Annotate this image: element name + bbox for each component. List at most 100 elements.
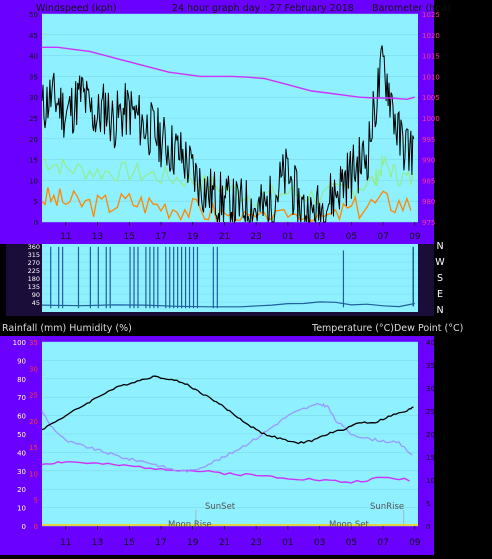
- temperature-tick: 25: [426, 408, 435, 416]
- x-tick-label: 23: [250, 538, 261, 548]
- barometer-tick: 980: [422, 198, 435, 206]
- barometer-tick: 990: [422, 157, 435, 165]
- x-tick-label: 11: [60, 538, 71, 548]
- direction-tick: 270: [28, 259, 40, 267]
- sunset-label: SunSet: [205, 502, 236, 512]
- rain-humidity-label: Rainfall (mm) Humidity (%): [2, 323, 132, 334]
- compass-label: S: [437, 273, 443, 284]
- temperature-tick: 40: [426, 339, 435, 347]
- x-tick-label: 07: [377, 232, 388, 242]
- compass-label: W: [435, 257, 445, 268]
- temperature-tick: 15: [426, 454, 435, 462]
- x-tick-label: 05: [346, 232, 357, 242]
- humidity-tick: 90: [17, 357, 26, 365]
- barometer-tick: 975: [422, 219, 435, 227]
- direction-tick: 225: [28, 267, 40, 275]
- compass-label: E: [437, 289, 443, 300]
- temperature-tick: 5: [426, 500, 430, 508]
- x-tick-label: 09: [409, 538, 421, 548]
- windspeed-tick: 10: [29, 177, 38, 185]
- barometer-tick: 985: [422, 177, 435, 185]
- x-tick-label: 07: [377, 538, 388, 548]
- rainfall-tick: 10: [29, 470, 38, 478]
- wind-series: [41, 45, 415, 224]
- x-tick-label: 19: [187, 232, 199, 242]
- x-tick-label: 11: [60, 232, 71, 242]
- min-wind-line: [41, 187, 412, 224]
- rainfall-tick: 20: [29, 418, 38, 426]
- gust-line: [41, 155, 414, 208]
- direction-tick: 180: [28, 275, 40, 283]
- barometer-label: Barometer (hpa): [372, 3, 451, 14]
- humidity-tick: 30: [17, 468, 26, 476]
- windspeed-tick: 15: [29, 157, 38, 165]
- windspeed-tick: 25: [29, 115, 38, 123]
- windspeed-tick: 50: [29, 11, 38, 19]
- windspeed-tick: 20: [29, 136, 38, 144]
- humidity-axis: 0 10 20 30 40 50 60 70 80 90 100: [13, 339, 26, 531]
- rainfall-tick: 5: [34, 497, 38, 505]
- x-tick-label: 17: [155, 232, 166, 242]
- windspeed-tick: 0: [34, 219, 38, 227]
- x-tick-label: 03: [314, 232, 325, 242]
- humidity-tick: 60: [17, 413, 26, 421]
- temp-dew-label: Temperature (°C)Dew Point (°C): [311, 323, 463, 334]
- barometer-tick: 1025: [422, 11, 440, 19]
- x-tick-label: 03: [314, 538, 325, 548]
- x-tick-label: 13: [92, 538, 103, 548]
- temperature-tick: 30: [426, 385, 435, 393]
- humidity-tick: 40: [17, 449, 26, 457]
- windspeed-tick: 5: [34, 198, 38, 206]
- barometer-tick: 1000: [422, 115, 440, 123]
- barometer-axis: 975 980 985 990 995 1000 1005 1010 1015 1020 1025: [422, 11, 440, 227]
- humidity-tick: 10: [17, 505, 26, 513]
- x-tick-label: 19: [187, 538, 199, 548]
- temp-time-axis: 11 13 15 17 19 21 23 01 03 05 07 09: [60, 526, 421, 548]
- direction-tick: 45: [32, 299, 40, 307]
- x-tick-label: 23: [250, 232, 261, 242]
- compass-label: N: [436, 305, 443, 316]
- rainfall-tick: 25: [29, 392, 38, 400]
- direction-tick: 90: [32, 291, 40, 299]
- humidity-tick: 0: [22, 523, 26, 531]
- barometer-tick: 1005: [422, 94, 440, 102]
- windspeed-tick: 45: [29, 32, 38, 40]
- temperature-tick: 35: [426, 362, 435, 370]
- barometer-tick: 1020: [422, 32, 440, 40]
- barometer-line: [42, 46, 415, 101]
- barometer-tick: 1015: [422, 53, 440, 61]
- barometer-tick: 995: [422, 136, 435, 144]
- humidity-tick: 20: [17, 486, 26, 494]
- barometer-tick: 1010: [422, 73, 440, 81]
- rainfall-tick: 30: [29, 365, 38, 373]
- x-tick-label: 01: [282, 232, 293, 242]
- windspeed-tick: 30: [29, 94, 38, 102]
- direction-tick: 135: [28, 283, 40, 291]
- astro-markers: [42, 510, 418, 526]
- temperature-tick: 0: [426, 523, 430, 531]
- temperature-axis: 0 5 10 15 20 25 30 35 40: [426, 339, 435, 531]
- temp-series: [41, 375, 414, 484]
- moonset-label: Moon Set: [329, 520, 369, 530]
- windspeed-label: Windspeed (kph): [36, 3, 117, 14]
- humidity-tick: 50: [17, 431, 26, 439]
- sunrise-label: SunRise: [370, 502, 404, 512]
- x-tick-label: 09: [409, 232, 421, 242]
- rainfall-tick: 0: [34, 523, 38, 531]
- temp-grid: [42, 341, 418, 527]
- graph-title: 24 hour graph day : 27 February 2018: [172, 3, 354, 14]
- windspeed-tick: 35: [29, 73, 38, 81]
- direction-series: [41, 246, 415, 309]
- x-tick-label: 21: [219, 538, 230, 548]
- direction-grid: [42, 245, 418, 303]
- humidity-tick: 100: [13, 339, 26, 347]
- humidity-tick: 70: [17, 394, 26, 402]
- x-tick-label: 17: [155, 538, 166, 548]
- humidity-line: [41, 461, 410, 484]
- windspeed-tick: 40: [29, 53, 38, 61]
- temperature-tick: 20: [426, 431, 435, 439]
- moonrise-label: Moon Rise: [168, 520, 212, 530]
